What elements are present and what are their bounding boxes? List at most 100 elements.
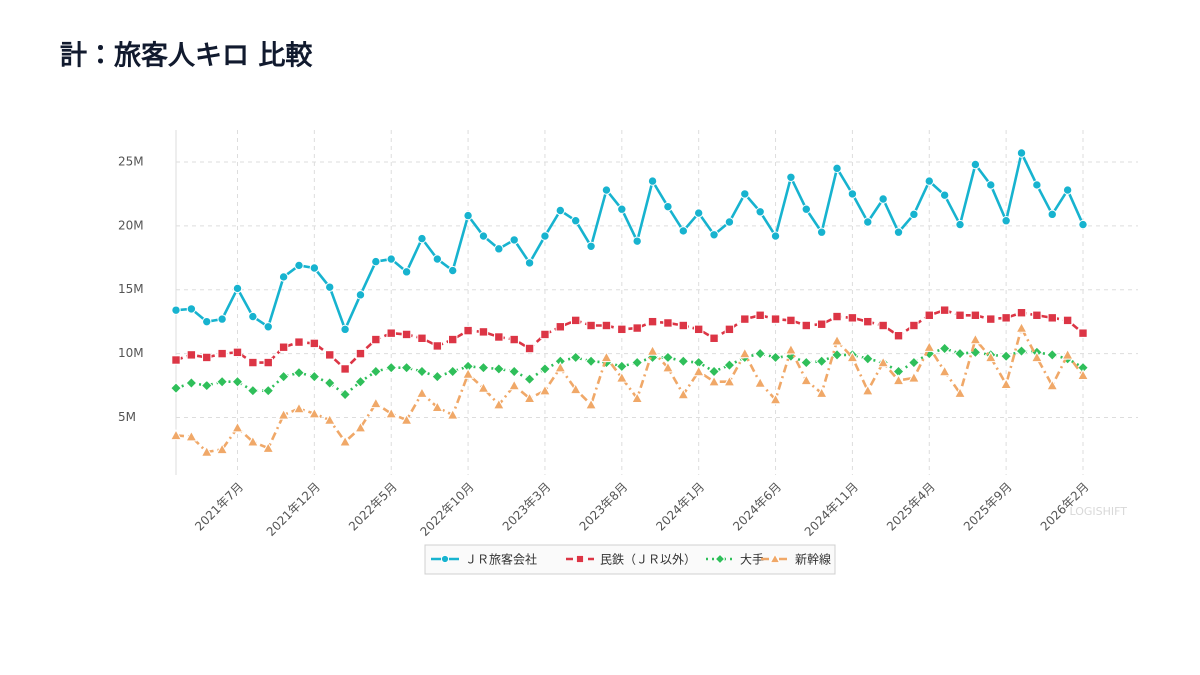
marker bbox=[861, 384, 874, 396]
marker bbox=[262, 384, 275, 397]
marker bbox=[524, 258, 535, 268]
series-line bbox=[175, 151, 1085, 331]
marker bbox=[555, 322, 566, 332]
marker bbox=[1016, 308, 1027, 318]
marker bbox=[1047, 313, 1057, 323]
marker bbox=[462, 367, 475, 379]
marker bbox=[586, 320, 596, 331]
x-tick-label: 2021年12月 bbox=[264, 480, 323, 539]
legend-marker bbox=[714, 553, 726, 565]
marker bbox=[709, 333, 719, 343]
marker bbox=[955, 219, 965, 230]
marker bbox=[832, 163, 842, 174]
marker bbox=[431, 370, 444, 383]
marker bbox=[523, 392, 536, 404]
marker bbox=[601, 185, 612, 195]
marker bbox=[924, 310, 934, 320]
legend-marker bbox=[440, 554, 450, 564]
marker bbox=[492, 363, 505, 375]
marker bbox=[1030, 351, 1043, 363]
marker bbox=[615, 360, 628, 373]
marker bbox=[231, 375, 244, 388]
legend-marker bbox=[575, 554, 585, 564]
marker bbox=[385, 361, 398, 374]
marker bbox=[740, 189, 750, 199]
marker bbox=[708, 375, 721, 387]
marker bbox=[647, 316, 658, 327]
marker bbox=[202, 352, 212, 363]
marker bbox=[1001, 216, 1011, 226]
legend-label: ＪＲ旅客会社 bbox=[465, 552, 537, 567]
marker bbox=[385, 407, 398, 419]
marker bbox=[740, 314, 750, 324]
marker bbox=[401, 267, 412, 277]
marker bbox=[770, 314, 781, 324]
marker bbox=[847, 313, 858, 323]
marker bbox=[863, 217, 873, 227]
marker bbox=[801, 320, 811, 331]
legend-label: 新幹線 bbox=[795, 552, 831, 567]
marker bbox=[585, 398, 598, 410]
marker bbox=[877, 356, 890, 368]
marker bbox=[231, 421, 244, 433]
legend-item: 民鉄（ＪＲ以外） bbox=[566, 552, 696, 567]
marker bbox=[186, 304, 197, 314]
marker bbox=[632, 323, 642, 333]
marker bbox=[355, 290, 366, 300]
marker bbox=[216, 375, 229, 388]
marker bbox=[878, 320, 888, 331]
marker bbox=[200, 379, 213, 392]
marker bbox=[677, 355, 690, 368]
marker bbox=[647, 176, 658, 186]
marker bbox=[617, 204, 627, 214]
marker bbox=[170, 382, 182, 395]
marker bbox=[171, 305, 181, 315]
marker bbox=[663, 318, 673, 328]
marker bbox=[293, 366, 305, 379]
x-tick-label: 2021年7月 bbox=[192, 480, 246, 534]
marker bbox=[509, 235, 519, 245]
legend-item: 新幹線 bbox=[761, 552, 831, 567]
marker bbox=[386, 254, 396, 264]
marker bbox=[463, 325, 473, 336]
y-tick-label: 20M bbox=[118, 218, 144, 232]
marker bbox=[277, 370, 290, 383]
marker bbox=[539, 363, 551, 375]
marker bbox=[1062, 315, 1073, 326]
marker bbox=[1078, 219, 1088, 230]
watermark: LOGISHIFT bbox=[1069, 505, 1127, 518]
marker bbox=[569, 383, 582, 395]
marker bbox=[631, 356, 644, 369]
marker bbox=[232, 347, 243, 358]
marker bbox=[386, 328, 396, 338]
marker bbox=[1000, 378, 1013, 389]
marker bbox=[417, 333, 427, 343]
marker bbox=[477, 361, 490, 374]
marker bbox=[371, 334, 381, 345]
marker bbox=[769, 351, 782, 364]
marker bbox=[601, 320, 612, 331]
marker bbox=[492, 398, 505, 410]
marker bbox=[448, 334, 458, 345]
marker bbox=[847, 189, 858, 199]
marker bbox=[416, 365, 428, 378]
marker bbox=[371, 256, 381, 267]
marker bbox=[708, 365, 720, 378]
marker bbox=[217, 314, 227, 324]
marker bbox=[354, 421, 367, 433]
legend-item: 大手 bbox=[706, 553, 764, 567]
marker bbox=[524, 343, 535, 354]
marker bbox=[677, 388, 690, 400]
marker bbox=[832, 311, 842, 322]
marker bbox=[432, 254, 443, 264]
marker bbox=[1032, 310, 1042, 320]
marker bbox=[523, 373, 536, 386]
marker bbox=[693, 208, 704, 218]
x-tick-label: 2023年8月 bbox=[577, 480, 631, 534]
marker bbox=[294, 337, 304, 347]
marker bbox=[369, 365, 382, 378]
marker bbox=[830, 334, 844, 346]
x-tick-label: 2022年5月 bbox=[346, 480, 400, 534]
marker bbox=[540, 329, 550, 340]
x-tick-label: 2024年6月 bbox=[730, 480, 784, 534]
